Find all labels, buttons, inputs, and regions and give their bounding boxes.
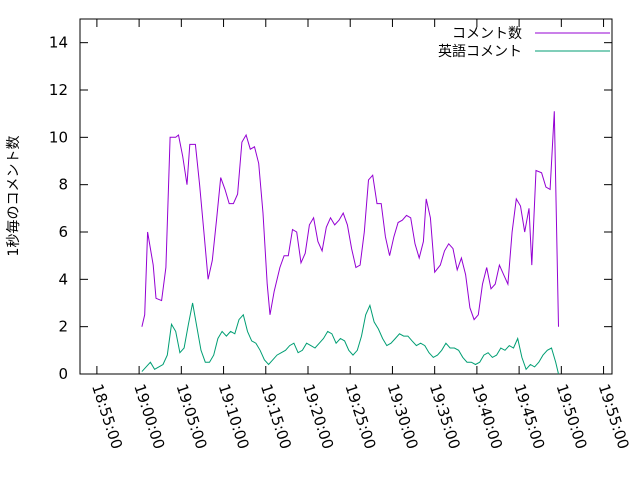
x-tick-label: 18:55:00 [88, 382, 126, 452]
y-tick-label: 4 [58, 270, 68, 288]
y-axis-label: 1秒毎のコメント数 [6, 136, 22, 257]
series-line-1 [141, 111, 559, 327]
y-tick-label: 8 [58, 176, 68, 194]
x-tick-label: 19:05:00 [173, 382, 211, 452]
legend-label-2: 英語コメント [438, 43, 522, 60]
x-tick-label: 19:35:00 [426, 382, 464, 452]
x-tick-label: 19:00:00 [130, 382, 168, 452]
plot-frame [79, 18, 613, 375]
y-tick-label: 14 [49, 34, 68, 52]
x-tick-label: 19:30:00 [384, 382, 422, 452]
series-line-2 [141, 302, 559, 375]
x-tick-label: 19:20:00 [299, 382, 337, 452]
x-tick-label: 19:45:00 [510, 382, 548, 452]
x-tick-label: 19:40:00 [468, 382, 506, 452]
x-tick-label: 19:50:00 [553, 382, 591, 452]
y-axis: 0 2 4 6 8 10 12 14 [49, 34, 612, 383]
x-tick-label: 19:15:00 [257, 382, 295, 452]
y-tick-label: 2 [58, 318, 68, 336]
x-tick-label: 19:25:00 [341, 382, 379, 452]
y-tick-label: 12 [49, 81, 68, 99]
y-tick-label: 10 [49, 128, 68, 146]
x-tick-label: 19:55:00 [595, 382, 633, 452]
y-tick-label: 6 [58, 223, 68, 241]
legend-label-1: コメント数 [452, 26, 522, 42]
y-tick-label: 0 [58, 365, 68, 383]
series-group [141, 111, 559, 375]
x-tick-label: 19:10:00 [215, 382, 253, 452]
x-axis: 18:55:00 19:00:00 19:05:00 19:10:00 19:15:00… [88, 19, 633, 451]
